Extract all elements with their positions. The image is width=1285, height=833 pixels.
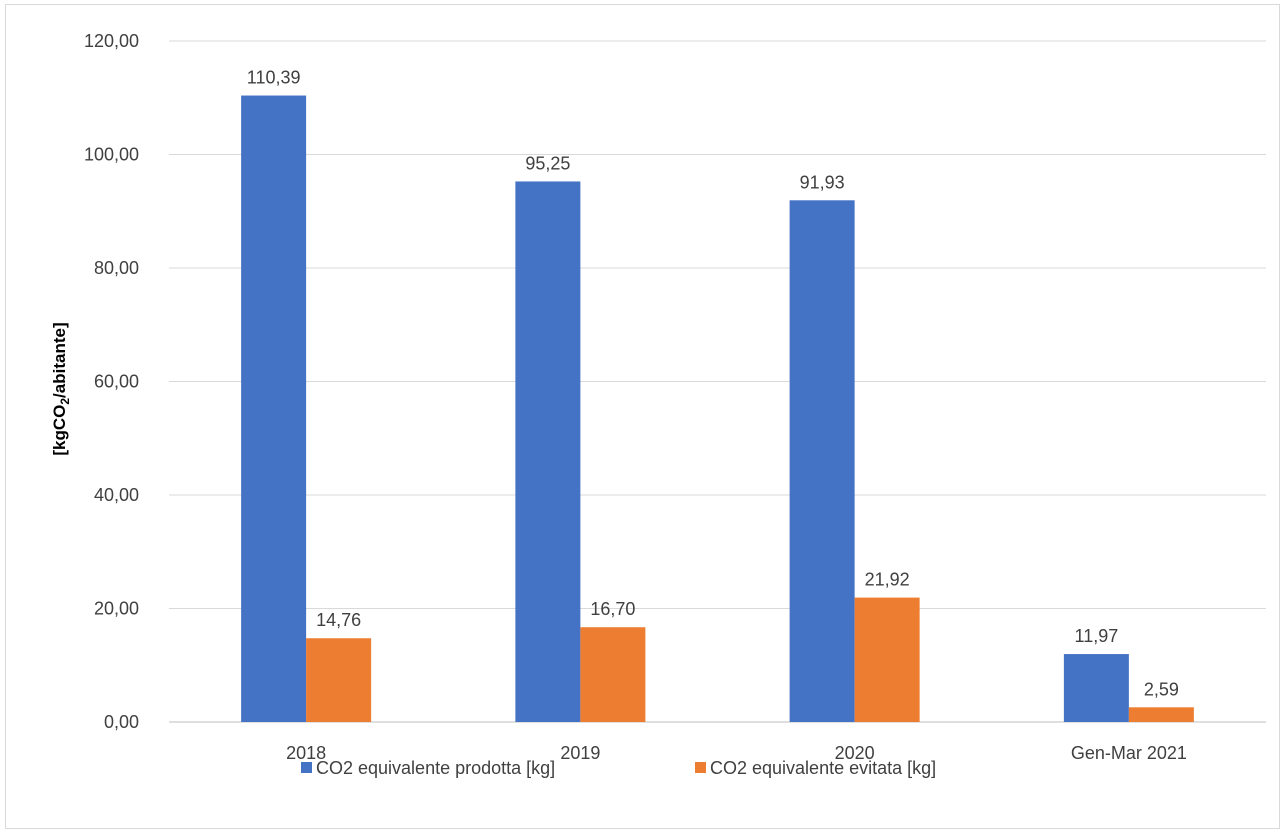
- data-label: 16,70: [590, 599, 635, 619]
- legend-swatch-evitata: [695, 762, 706, 773]
- y-tick-label: 100,00: [84, 145, 139, 165]
- data-label: 95,25: [525, 153, 570, 173]
- chart-area: 0,00 20,00 40,00 60,00 80,00 100,00 120,00 110…: [5, 4, 1280, 829]
- bar-evitata: [580, 627, 646, 722]
- bar-evitata: [1128, 707, 1194, 722]
- bar-prodotta: [789, 200, 855, 723]
- x-tick-label: 2019: [560, 743, 600, 763]
- bar-evitata: [306, 638, 372, 722]
- y-tick-label: 0,00: [104, 712, 139, 732]
- data-label: 11,97: [1075, 626, 1119, 646]
- gridlines: [169, 40, 1266, 723]
- x-tick-label: 2020: [835, 743, 875, 763]
- y-axis-title: [kgCO2/abitante]: [50, 322, 72, 455]
- bar-prodotta: [1063, 654, 1129, 722]
- y-axis-ticks: 0,00 20,00 40,00 60,00 80,00 100,00 120,00: [84, 31, 139, 732]
- y-tick-label: 60,00: [94, 372, 139, 392]
- data-label: 2,59: [1144, 679, 1179, 699]
- data-label: 91,93: [800, 172, 845, 192]
- data-label: 21,92: [865, 570, 910, 590]
- y-tick-label: 120,00: [84, 31, 139, 51]
- bar-chart: 0,00 20,00 40,00 60,00 80,00 100,00 120,00 110…: [50, 31, 1266, 778]
- legend: CO2 equivalente prodotta [kg] CO2 equival…: [301, 758, 936, 778]
- y-tick-label: 20,00: [94, 599, 139, 619]
- legend-label: CO2 equivalente evitata [kg]: [710, 758, 936, 778]
- legend-label: CO2 equivalente prodotta [kg]: [316, 758, 555, 778]
- data-labels: 110,39 14,76 95,25 16,70 91,93 21,92 11,97 2,59: [247, 68, 1179, 700]
- x-axis-ticks: 2018 2019 2020 Gen-Mar 2021: [286, 743, 1187, 763]
- bar-evitata: [854, 597, 920, 722]
- x-tick-label: Gen-Mar 2021: [1071, 743, 1187, 763]
- legend-swatch-prodotta: [301, 762, 312, 773]
- bar-prodotta: [241, 95, 307, 723]
- data-label: 110,39: [247, 68, 301, 88]
- y-tick-label: 80,00: [94, 258, 139, 278]
- y-tick-label: 40,00: [94, 485, 139, 505]
- data-label: 14,76: [316, 610, 361, 630]
- bars: [241, 95, 1194, 723]
- x-tick-label: 2018: [286, 743, 326, 763]
- bar-prodotta: [515, 181, 581, 723]
